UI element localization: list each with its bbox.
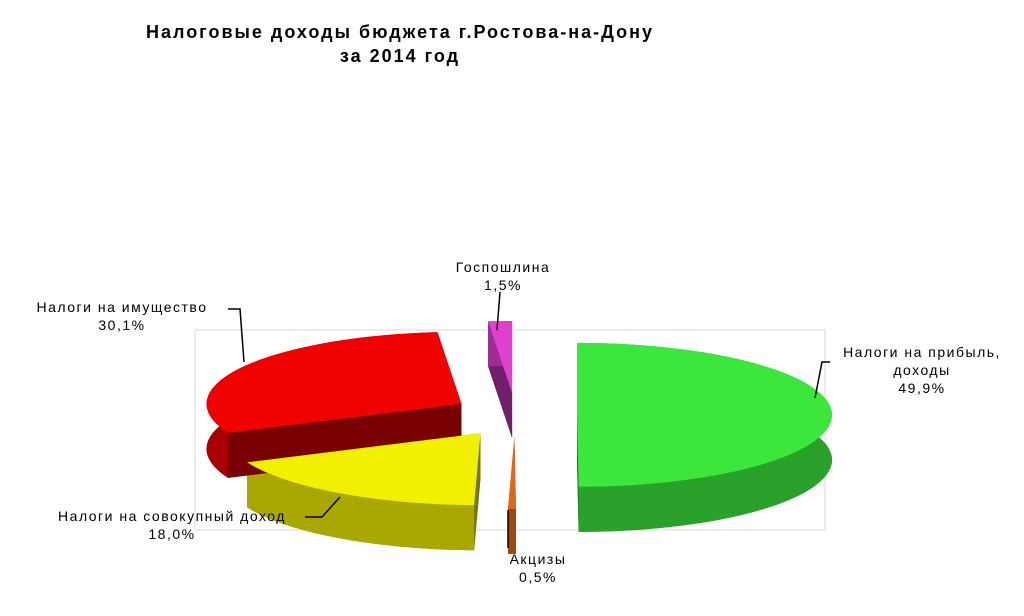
- value-label: 18,0%: [148, 526, 196, 542]
- slice-label: Налоги на прибыль, доходы 49,9%: [832, 343, 1012, 397]
- category-label: Госпошлина: [455, 259, 551, 275]
- category-label: Налоги на имущество: [36, 299, 208, 315]
- slice: [247, 433, 481, 506]
- leader-line: [228, 308, 245, 363]
- slice-wall: [247, 462, 475, 551]
- leader-line: [496, 291, 501, 331]
- slice: [488, 321, 513, 393]
- category-label: Налоги на совокупный доход: [58, 508, 286, 524]
- value-label: 1,5%: [484, 277, 522, 293]
- leader-line: [305, 496, 341, 518]
- slice-cut-face: [577, 414, 579, 532]
- slice-label: Налоги на совокупный доход 18,0%: [52, 507, 292, 543]
- value-label: 0,5%: [519, 569, 557, 585]
- slice-label: Налоги на имущество 30,1%: [0, 298, 247, 334]
- chart-title: Налоговые доходы бюджета г.Ростова-на-До…: [145, 22, 655, 66]
- value-label: 49,9%: [898, 380, 946, 396]
- category-label: Налоги на прибыль, доходы: [843, 344, 1001, 378]
- slice: [577, 342, 832, 487]
- value-label: 30,1%: [98, 317, 146, 333]
- slice-label: Акцизы 0,5%: [478, 550, 598, 586]
- slice: [206, 332, 462, 433]
- leader-line: [814, 361, 830, 399]
- slice: [508, 437, 516, 509]
- category-label: Акцизы: [509, 551, 567, 567]
- slice-wall: [508, 509, 516, 554]
- slice-label: Госпошлина 1,5%: [423, 258, 583, 294]
